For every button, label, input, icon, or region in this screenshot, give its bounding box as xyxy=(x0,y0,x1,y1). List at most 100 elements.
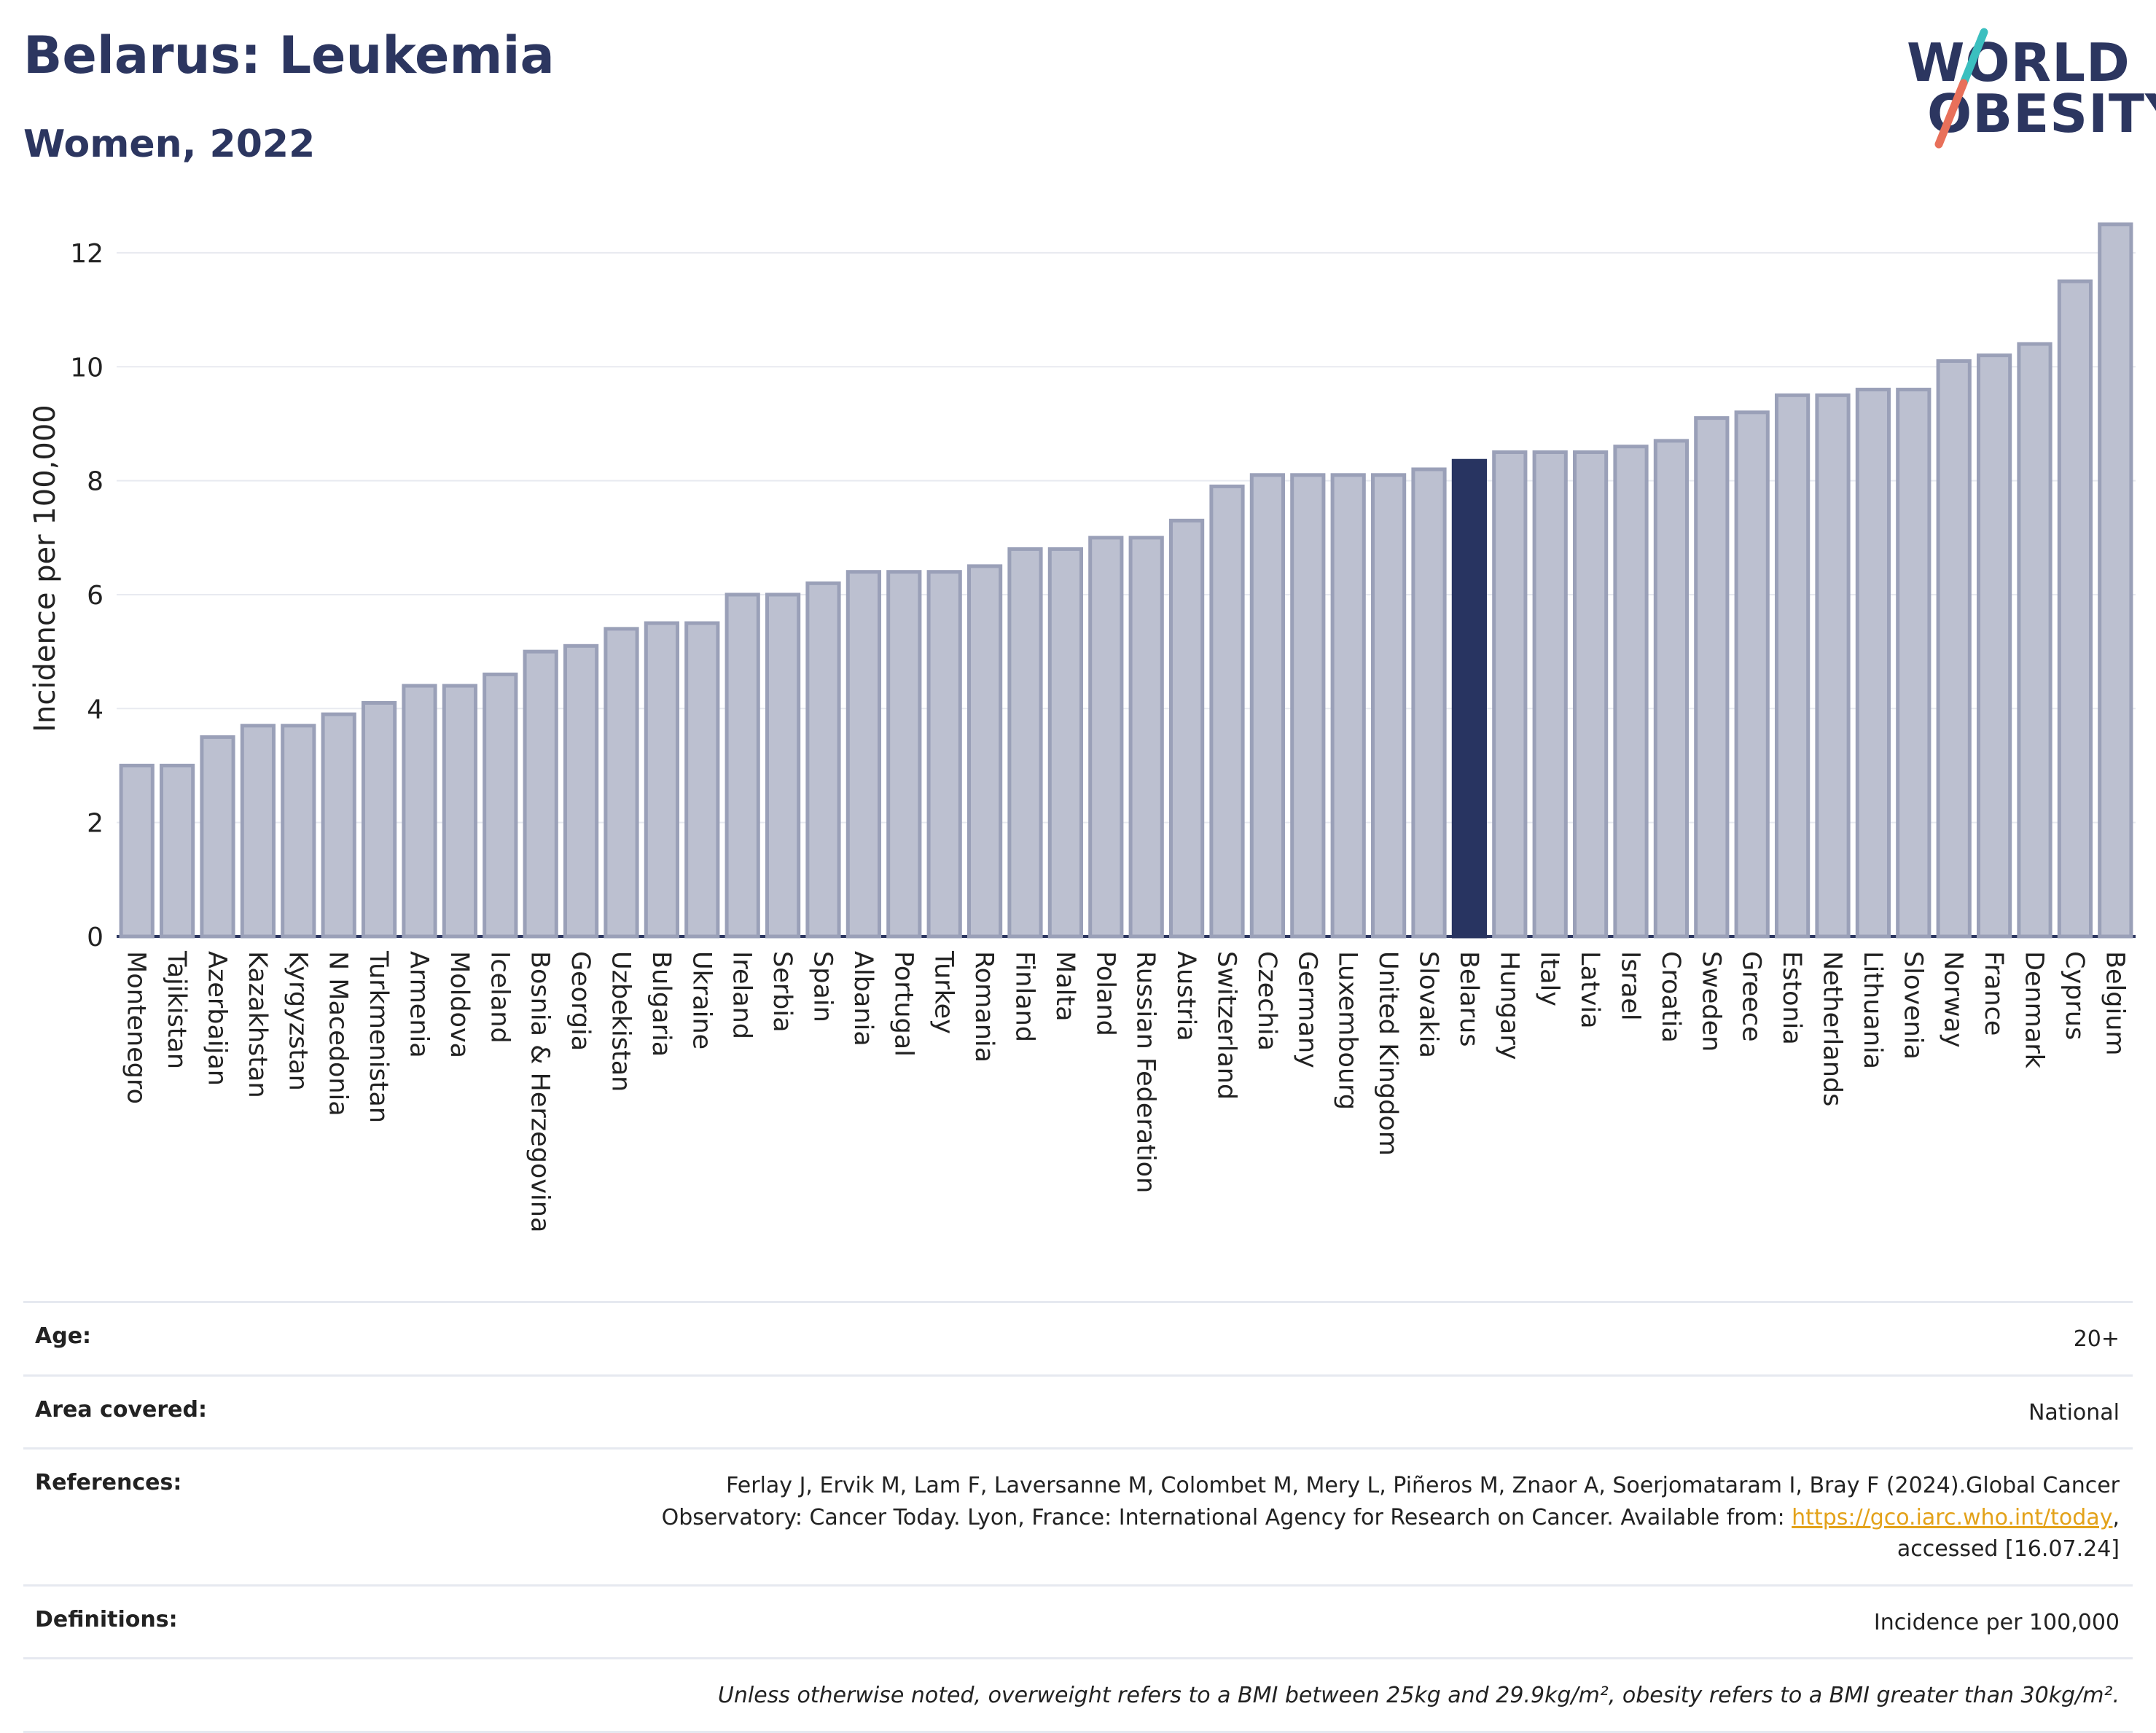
bar-moldova xyxy=(442,684,478,939)
x-tick-label: Georgia xyxy=(566,951,595,1051)
x-tick-label: Netherlands xyxy=(1818,951,1847,1106)
x-tick-label: Estonia xyxy=(1777,951,1806,1045)
x-tick-label: Latvia xyxy=(1575,951,1604,1029)
x-tick-label: Slovakia xyxy=(1414,951,1443,1058)
info-row-area: Area covered: National xyxy=(23,1374,2133,1448)
bar-czechia xyxy=(1249,473,1286,939)
x-tick-label: Croatia xyxy=(1656,951,1685,1043)
x-tick-label: Albania xyxy=(848,951,878,1047)
x-tick-label: Belarus xyxy=(1454,951,1483,1047)
x-tick-label: Italy xyxy=(1535,951,1564,1006)
x-tick-label: Norway xyxy=(1939,951,1968,1048)
bar-serbia xyxy=(765,592,801,939)
bar-luxembourg xyxy=(1330,473,1366,939)
bar-poland xyxy=(1088,536,1124,939)
bar-estonia xyxy=(1774,393,1811,939)
area-label: Area covered: xyxy=(35,1396,207,1423)
bar-sweden xyxy=(1694,416,1730,939)
x-tick-label: Romania xyxy=(969,951,999,1063)
bar-romania xyxy=(966,564,1003,939)
x-tick-label: Austria xyxy=(1171,951,1200,1041)
logo-text-obesity: OBESITY xyxy=(1927,83,2156,144)
x-tick-label: Slovenia xyxy=(1898,951,1927,1060)
bar-tajikistan xyxy=(159,763,195,939)
bar-slovenia xyxy=(1896,388,1932,939)
x-tick-label: Germany xyxy=(1292,951,1321,1068)
bar-united-kingdom xyxy=(1370,473,1407,939)
y-tick-label: 6 xyxy=(87,581,103,611)
x-tick-label: Armenia xyxy=(405,951,434,1058)
references-label: References: xyxy=(35,1470,182,1495)
references-link[interactable]: https://gco.iarc.who.int/today xyxy=(1792,1504,2113,1530)
bar-denmark xyxy=(2017,342,2053,939)
x-tick-label: Poland xyxy=(1090,951,1120,1036)
x-tick-label: Moldova xyxy=(445,951,474,1058)
info-row-age: Age: 20+ xyxy=(23,1301,2133,1374)
bar-hungary xyxy=(1492,450,1528,939)
references-tail: , accessed [16.07.24] xyxy=(1897,1504,2120,1562)
area-value: National xyxy=(2028,1399,2120,1425)
x-tick-label: Uzbekistan xyxy=(606,951,636,1092)
bar-latvia xyxy=(1572,450,1609,939)
x-tick-label: Serbia xyxy=(768,951,797,1033)
definitions-value: Incidence per 100,000 xyxy=(1873,1609,2120,1635)
bar-israel xyxy=(1613,445,1649,939)
x-tick-label: Malta xyxy=(1050,951,1079,1022)
bar-belgium xyxy=(2098,222,2133,939)
info-row-references: References: Ferlay J, Ervik M, Lam F, La… xyxy=(23,1447,2133,1584)
bar-turkmenistan xyxy=(361,700,397,939)
bar-kyrgyzstan xyxy=(281,724,316,939)
bar-portugal xyxy=(886,570,922,939)
bar-bosnia-herzegovina xyxy=(523,649,558,939)
bmi-note: Unless otherwise noted, overweight refer… xyxy=(717,1683,2120,1708)
x-tick-label: Azerbaijan xyxy=(203,951,232,1086)
bar-slovakia xyxy=(1411,467,1447,939)
x-tick-label: Kyrgyzstan xyxy=(283,951,312,1091)
x-tick-label: Bosnia & Herzegovina xyxy=(526,951,555,1232)
x-tick-label: United Kingdom xyxy=(1373,951,1402,1156)
bar-italy xyxy=(1532,450,1568,939)
x-tick-label: Montenegro xyxy=(122,951,151,1104)
x-tick-label: Finland xyxy=(1010,951,1039,1042)
bar-georgia xyxy=(563,643,599,939)
bar-france xyxy=(1976,353,2012,939)
x-tick-label: Portugal xyxy=(888,951,918,1057)
bar-russian-federation xyxy=(1128,536,1164,939)
bar-finland xyxy=(1007,547,1043,939)
x-tick-label: Czechia xyxy=(1252,951,1281,1051)
info-row-note: Unless otherwise noted, overweight refer… xyxy=(23,1657,2133,1733)
x-tick-label: Denmark xyxy=(2020,951,2049,1069)
bar-malta xyxy=(1047,547,1084,939)
bar-lithuania xyxy=(1855,388,1891,939)
y-tick-label: 0 xyxy=(87,923,103,952)
bar-switzerland xyxy=(1209,484,1245,939)
x-tick-label: Russian Federation xyxy=(1131,951,1160,1193)
x-axis-ticks: Montenegro Tajikistan Azerbaijan Kazakhstan… xyxy=(122,950,2130,1232)
references-text: Ferlay J, Ervik M, Lam F, Laversanne M, … xyxy=(661,1473,2120,1530)
bar-chart: 0 2 4 6 8 10 12 Montenegro Tajikistan Azerbaijan… xyxy=(28,222,2136,1232)
info-row-definitions: Definitions: Incidence per 100,000 xyxy=(23,1584,2133,1658)
bar-montenegro xyxy=(119,763,155,939)
x-tick-label: Spain xyxy=(808,951,837,1022)
bar-germany xyxy=(1290,473,1326,939)
info-table: Age: 20+ Area covered: National Referenc… xyxy=(23,1301,2133,1733)
page-subtitle: Women, 2022 xyxy=(23,122,316,166)
age-label: Age: xyxy=(35,1323,92,1349)
y-axis-ticks: 0 2 4 6 8 10 12 xyxy=(70,239,103,952)
x-tick-label: Switzerland xyxy=(1212,951,1241,1100)
x-tick-label: Hungary xyxy=(1494,951,1523,1060)
y-tick-label: 4 xyxy=(87,695,103,724)
bar-spain xyxy=(805,581,841,939)
x-tick-label: Kazakhstan xyxy=(243,951,272,1098)
references-value: Ferlay J, Ervik M, Lam F, Laversanne M, … xyxy=(35,1470,2120,1565)
x-tick-label: Luxembourg xyxy=(1333,951,1362,1110)
x-tick-label: N Macedonia xyxy=(324,951,353,1116)
logo-slash-icon xyxy=(1934,28,1988,149)
x-tick-label: Ukraine xyxy=(687,951,716,1049)
y-tick-label: 10 xyxy=(70,353,103,383)
bar-austria xyxy=(1168,518,1205,939)
bar-iceland xyxy=(483,672,518,939)
bar-turkey xyxy=(926,570,962,939)
x-tick-label: Bulgaria xyxy=(647,951,676,1057)
y-axis-label: Incidence per 100,000 xyxy=(28,404,62,732)
